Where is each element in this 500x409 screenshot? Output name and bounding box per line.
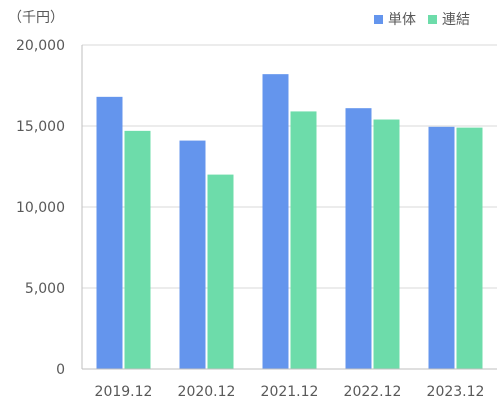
x-tick-labels: 2019.12 2020.12 2021.12 2022.12 2023.12 bbox=[95, 384, 485, 400]
x-tick-label: 2019.12 bbox=[95, 384, 153, 400]
bar-series-1 bbox=[428, 126, 455, 369]
legend-swatch-series-1 bbox=[374, 14, 383, 24]
y-tick-label: 10,000 bbox=[16, 200, 65, 216]
x-tick-label: 2020.12 bbox=[178, 384, 236, 400]
legend-label-series-1: 単体 bbox=[388, 12, 416, 28]
x-tick-label: 2023.12 bbox=[427, 384, 485, 400]
bar-series-1 bbox=[96, 96, 123, 369]
y-tick-label: 15,000 bbox=[16, 119, 65, 135]
bar-series-2 bbox=[456, 127, 483, 370]
legend-swatch-series-2 bbox=[428, 14, 437, 24]
legend-label-series-2: 連結 bbox=[442, 12, 470, 28]
bar-series-1 bbox=[345, 108, 372, 370]
axes bbox=[81, 45, 497, 370]
bar-series-2 bbox=[124, 130, 151, 369]
y-tick-label: 0 bbox=[56, 362, 65, 378]
bar-series-2 bbox=[290, 111, 317, 370]
y-tick-label: 5,000 bbox=[25, 281, 65, 297]
x-tick-label: 2021.12 bbox=[261, 384, 319, 400]
bar-series-2 bbox=[373, 119, 400, 370]
legend-item-series-1: 単体 bbox=[374, 9, 416, 29]
bar-series-2 bbox=[207, 174, 234, 369]
y-tick-labels: 0 5,000 10,000 15,000 20,000 bbox=[16, 38, 65, 378]
legend-item-series-2: 連結 bbox=[428, 9, 470, 29]
gridlines bbox=[82, 44, 497, 289]
bar-series-1 bbox=[262, 74, 289, 369]
chart-legend: 単体 連結 bbox=[374, 9, 482, 29]
y-axis-unit-label: （千円） bbox=[8, 10, 64, 26]
bar-series-1 bbox=[179, 140, 206, 369]
x-tick-label: 2022.12 bbox=[344, 384, 402, 400]
bars bbox=[96, 74, 483, 370]
y-tick-label: 20,000 bbox=[16, 38, 65, 54]
